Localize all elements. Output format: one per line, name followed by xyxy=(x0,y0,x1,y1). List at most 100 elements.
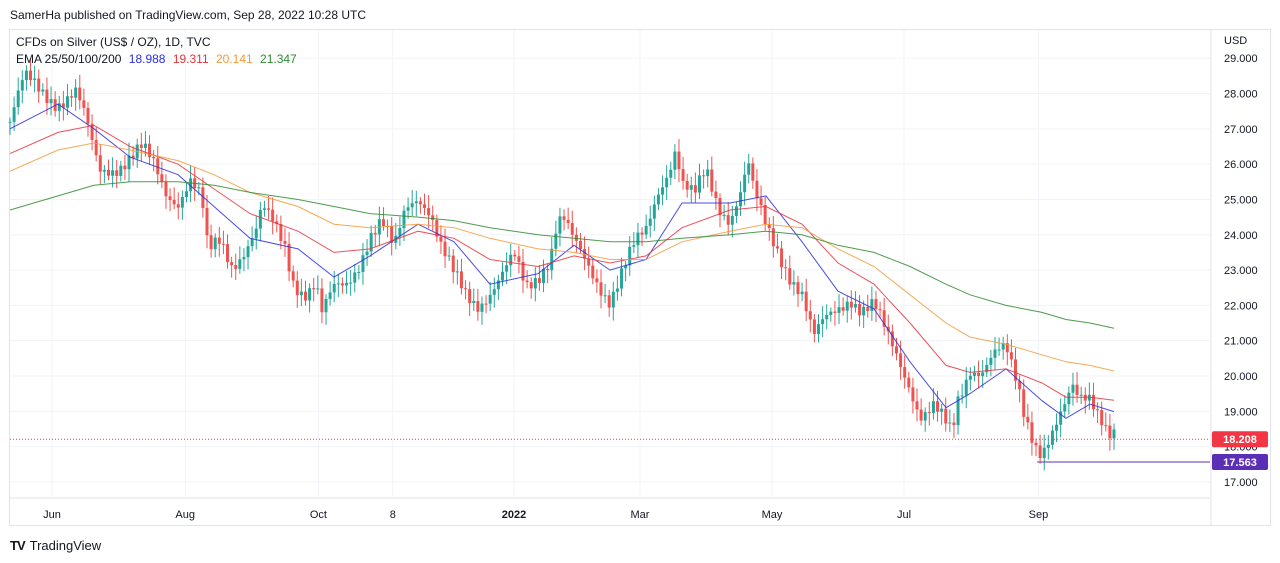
candle-body xyxy=(164,181,168,197)
candle-body xyxy=(65,96,69,108)
candle-body xyxy=(890,331,894,347)
candle-body xyxy=(94,140,98,156)
candle-body xyxy=(927,412,931,414)
candle-body xyxy=(86,107,90,124)
candle-body xyxy=(447,255,451,257)
candle-body xyxy=(1034,442,1038,446)
candle-body xyxy=(468,289,472,304)
candle-body xyxy=(283,240,287,244)
candle-body xyxy=(349,282,353,284)
x-tick-label: Aug xyxy=(175,509,195,521)
candle-body xyxy=(180,197,184,208)
candle-body xyxy=(184,191,188,198)
candle-body xyxy=(981,372,985,377)
candle-body xyxy=(312,288,316,290)
ema200-line xyxy=(9,181,1115,329)
candle-body xyxy=(693,185,697,193)
candle-body xyxy=(1046,444,1050,448)
candle-body xyxy=(340,283,344,286)
candle-body xyxy=(529,282,533,289)
candle-body xyxy=(800,291,804,295)
candle-body xyxy=(488,294,492,304)
candle-body xyxy=(624,265,628,269)
x-tick-label: 2022 xyxy=(502,509,526,521)
ema-legend-row[interactable]: EMA 25/50/100/200 18.988 19.311 20.141 2… xyxy=(16,51,297,68)
candle-body xyxy=(915,401,919,410)
candle-body xyxy=(681,169,685,181)
candle-body xyxy=(435,220,439,237)
candle-body xyxy=(271,209,275,222)
candle-body xyxy=(648,218,652,226)
candle-body xyxy=(1096,409,1100,411)
candle-body xyxy=(267,208,271,210)
candle-body xyxy=(275,221,279,225)
candle-body xyxy=(345,282,349,286)
candle-body xyxy=(24,70,28,81)
candle-body xyxy=(16,90,20,108)
candle-body xyxy=(812,319,816,334)
candle-body xyxy=(771,228,775,247)
candle-body xyxy=(521,261,525,281)
candle-body xyxy=(484,303,488,305)
candle-body xyxy=(390,226,394,243)
y-tick-label: 25.000 xyxy=(1224,194,1258,206)
candle-body xyxy=(115,170,119,176)
y-tick-label: 19.000 xyxy=(1224,406,1258,418)
chart-legend: CFDs on Silver (US$ / OZ), 1D, TVC EMA 2… xyxy=(16,34,297,68)
candle-body xyxy=(464,288,468,290)
candle-body xyxy=(398,228,402,236)
candle-body xyxy=(882,310,886,327)
candle-body xyxy=(106,169,110,176)
candle-body xyxy=(131,155,135,159)
candle-body xyxy=(755,180,759,199)
candle-body xyxy=(722,215,726,217)
candle-body xyxy=(1014,359,1018,381)
chart-frame[interactable] xyxy=(9,29,1271,526)
candle-body xyxy=(858,304,862,316)
low-marker-badge xyxy=(1212,454,1268,471)
symbol-title[interactable]: CFDs on Silver (US$ / OZ), 1D, TVC xyxy=(16,35,211,49)
candle-body xyxy=(102,169,106,172)
candle-body xyxy=(1009,352,1013,360)
candle-body xyxy=(328,292,332,299)
candle-body xyxy=(1108,425,1112,439)
candle-body xyxy=(853,304,857,308)
candle-body xyxy=(661,187,665,195)
candle-body xyxy=(747,163,751,175)
candle-body xyxy=(866,306,870,311)
candle-body xyxy=(1050,430,1054,445)
candle-body xyxy=(291,271,295,281)
candle-body xyxy=(894,346,898,354)
candle-body xyxy=(423,204,427,209)
candle-body xyxy=(862,306,866,316)
ema25-line xyxy=(9,103,1115,419)
candle-body xyxy=(931,401,935,414)
candle-body xyxy=(796,282,800,295)
candle-body xyxy=(324,298,328,313)
candle-body xyxy=(1026,416,1030,423)
candle-body xyxy=(739,192,743,207)
candle-body xyxy=(78,87,82,101)
candle-body xyxy=(644,225,648,235)
candle-body xyxy=(49,99,53,104)
candle-body xyxy=(418,201,422,205)
candle-body xyxy=(652,204,656,219)
candle-body xyxy=(636,232,640,246)
candle-body xyxy=(878,309,882,311)
candle-body xyxy=(1005,343,1009,353)
candle-body xyxy=(566,219,570,224)
candle-body xyxy=(509,254,513,266)
candle-body xyxy=(734,206,738,216)
candle-body xyxy=(558,216,562,234)
candle-body xyxy=(37,78,41,92)
footer-brand[interactable]: TV TradingView xyxy=(10,538,101,553)
candle-body xyxy=(985,364,989,373)
candle-body xyxy=(1055,424,1059,431)
candle-body xyxy=(554,233,558,249)
candle-body xyxy=(1042,447,1046,459)
candle-body xyxy=(111,170,115,176)
candle-body xyxy=(238,259,242,269)
candle-body xyxy=(611,291,615,308)
candle-body xyxy=(546,269,550,271)
